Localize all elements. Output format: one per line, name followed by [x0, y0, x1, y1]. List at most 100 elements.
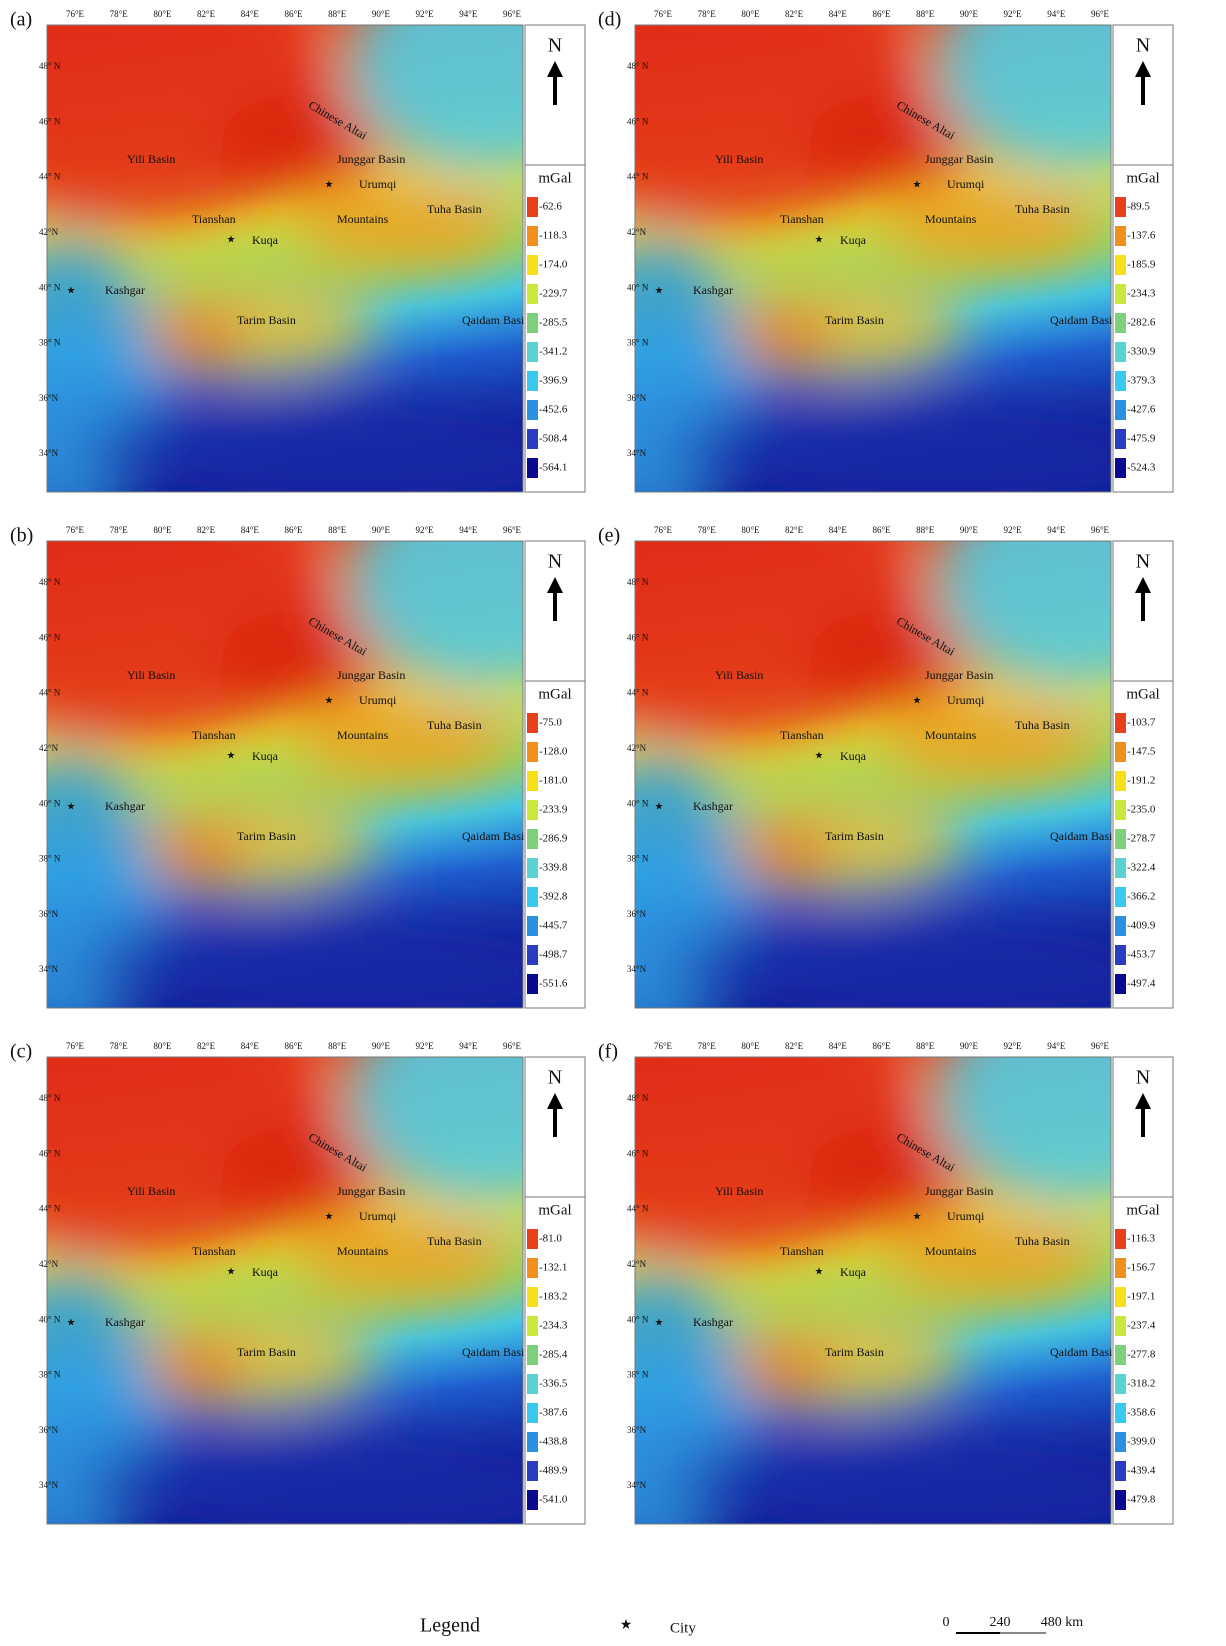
place-label: Mountains [337, 212, 389, 226]
legend-swatch [1115, 371, 1126, 391]
city-marker: ★ [227, 750, 236, 761]
place-label: Tianshan [780, 1244, 824, 1258]
x-tick-label: 86°E [872, 9, 891, 19]
x-tick-label: 82°E [785, 1041, 804, 1051]
legend-swatch [1115, 829, 1126, 849]
x-tick-label: 96°E [503, 525, 522, 535]
legend-value: -103.7 [1127, 717, 1156, 729]
place-label: Junggar Basin [337, 152, 405, 166]
anomaly [297, 1212, 517, 1302]
x-tick-label: 80°E [153, 525, 172, 535]
legend-unit: mGal [1126, 1202, 1159, 1218]
place-label: Junggar Basin [337, 1184, 405, 1198]
y-tick-label: 40° N [627, 1314, 649, 1324]
legend-unit: mGal [538, 1202, 571, 1218]
legend-swatch [527, 1490, 538, 1510]
place-label: Junggar Basin [925, 1184, 993, 1198]
anomaly [885, 1212, 1105, 1302]
legend-swatch [527, 197, 538, 217]
legend-swatch [527, 887, 538, 907]
y-tick-label: 38° N [39, 854, 61, 864]
city-marker: ★ [325, 179, 334, 190]
x-tick-label: 88°E [916, 525, 935, 535]
x-tick-label: 96°E [1091, 525, 1110, 535]
legend-value: -498.7 [539, 949, 568, 961]
x-tick-label: 80°E [741, 1041, 760, 1051]
legend-swatch [527, 800, 538, 820]
anomaly [565, 751, 745, 1051]
y-tick-label: 44° N [627, 1204, 649, 1214]
city-marker: ★ [67, 1317, 76, 1328]
legend-value: -229.7 [539, 288, 568, 300]
y-tick-label: 48° N [39, 1093, 61, 1103]
legend-swatch [1115, 771, 1126, 791]
legend-swatch [527, 1345, 538, 1365]
city-marker: ★ [815, 234, 824, 245]
place-label: Junggar Basin [337, 668, 405, 682]
city-marker: ★ [913, 179, 922, 190]
city-label: City [670, 1620, 696, 1636]
y-tick-label: 48° N [39, 577, 61, 587]
x-tick-label: 94°E [1047, 1041, 1066, 1051]
legend-value: -489.9 [539, 1465, 568, 1477]
legend-unit: mGal [538, 170, 571, 186]
legend-swatch [1115, 713, 1126, 733]
y-tick-label: 46° N [39, 1148, 61, 1158]
y-tick-label: 48° N [627, 61, 649, 71]
y-tick-label: 42°N [627, 743, 647, 753]
place-label: Tianshan [780, 212, 824, 226]
place-label: Qaidam Basin [462, 313, 530, 327]
legend-value: -564.1 [539, 462, 567, 474]
map-panel: (c)76°E78°E80°E82°E84°E86°E88°E90°E92°E9… [0, 987, 627, 1567]
legend-value: -128.0 [539, 746, 568, 758]
x-tick-label: 82°E [785, 9, 804, 19]
city-marker: ★ [325, 695, 334, 706]
panel-label: (c) [10, 1041, 32, 1063]
legend-value: -197.1 [1127, 1291, 1155, 1303]
scale-label: 240 [990, 1615, 1011, 1630]
legend-swatch [1115, 313, 1126, 333]
legend-value: -439.4 [1127, 1465, 1156, 1477]
legend-swatch [527, 342, 538, 362]
city-marker: ★ [227, 234, 236, 245]
legend-value: -330.9 [1127, 346, 1156, 358]
legend-swatch [1115, 458, 1126, 478]
place-label: Qaidam Basin [1050, 829, 1118, 843]
anomaly [565, 1267, 745, 1567]
legend-value: -285.4 [539, 1349, 568, 1361]
legend-value: -475.9 [1127, 433, 1156, 445]
y-tick-label: 42°N [627, 227, 647, 237]
place-label: Kuqa [252, 749, 279, 763]
legend-swatch [527, 400, 538, 420]
x-tick-label: 78°E [110, 525, 129, 535]
place-label: Mountains [925, 1244, 977, 1258]
y-tick-label: 38° N [627, 338, 649, 348]
x-tick-label: 80°E [153, 1041, 172, 1051]
legend-value: -392.8 [539, 891, 568, 903]
place-label: Kashgar [105, 283, 145, 297]
x-tick-label: 86°E [872, 1041, 891, 1051]
map-panel: (a)76°E78°E80°E82°E84°E86°E88°E90°E92°E9… [0, 0, 627, 535]
y-tick-label: 38° N [627, 854, 649, 864]
place-label: Tarim Basin [237, 1345, 296, 1359]
legend-swatch [527, 371, 538, 391]
scale-label: 0 [943, 1615, 950, 1630]
legend-swatch [527, 313, 538, 333]
legend-swatch [527, 226, 538, 246]
north-label: N [548, 1067, 562, 1089]
x-tick-label: 78°E [698, 525, 717, 535]
legend-value: -183.2 [539, 1291, 567, 1303]
legend-swatch [1115, 945, 1126, 965]
y-tick-label: 36°N [39, 1425, 59, 1435]
legend-value: -366.2 [1127, 891, 1155, 903]
city-marker: ★ [227, 1266, 236, 1277]
anomaly [805, 611, 965, 711]
figure: Legend ★ City 0 240 480 km (a)76°E78°E80… [0, 0, 1226, 1641]
legend-swatch [527, 429, 538, 449]
place-label: Kashgar [693, 1315, 733, 1329]
legend-value: -174.0 [539, 259, 568, 271]
legend-value: -524.3 [1127, 462, 1156, 474]
city-marker: ★ [655, 285, 664, 296]
place-label: Tianshan [192, 728, 236, 742]
